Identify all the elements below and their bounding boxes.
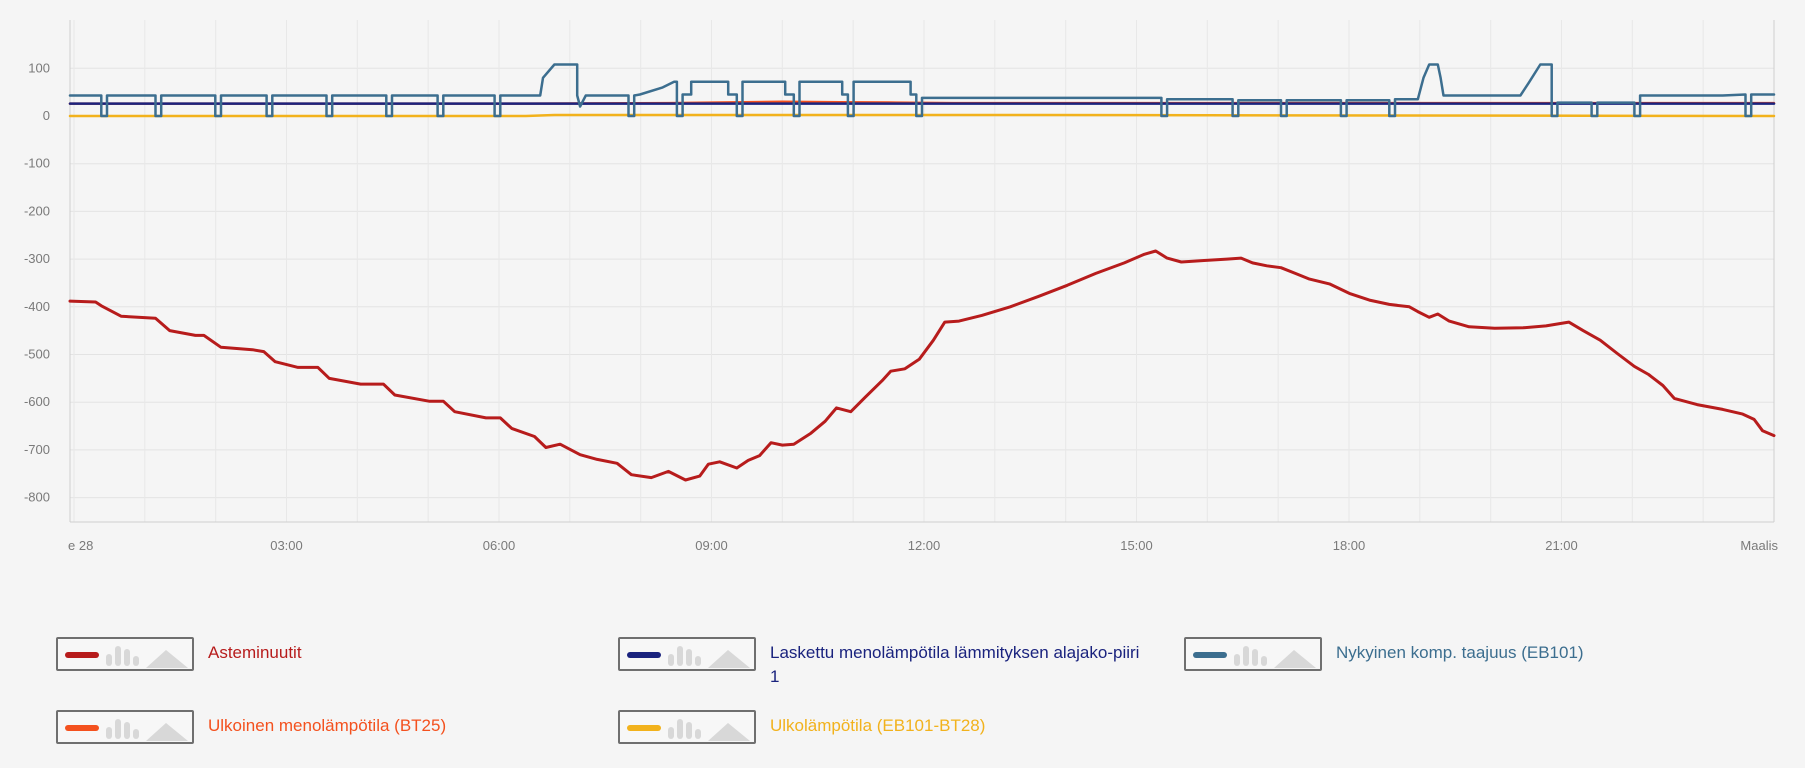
y-tick-label: -800 — [24, 490, 50, 505]
legend-swatch[interactable] — [618, 637, 756, 671]
legend-item-ulkolampotila[interactable]: Ulkolämpötila (EB101-BT28) — [618, 710, 985, 744]
legend-item-laskettu-menolampotila[interactable]: Laskettu menolämpötila lämmityksen alaja… — [618, 637, 1150, 689]
legend-item-asteminuutit[interactable]: Asteminuutit — [56, 637, 302, 671]
bar-series-icon — [668, 646, 704, 666]
bar-series-icon — [106, 646, 142, 666]
bar-series-icon — [106, 719, 142, 739]
bar-series-icon — [1234, 646, 1270, 666]
line-series-icon — [1193, 652, 1227, 658]
area-series-icon — [146, 650, 188, 668]
legend-swatch[interactable] — [618, 710, 756, 744]
legend-swatch[interactable] — [1184, 637, 1322, 671]
y-tick-label: -200 — [24, 203, 50, 218]
legend-label: Nykyinen komp. taajuus (EB101) — [1336, 643, 1584, 662]
series-line-nykyinen-komp-taajuus[interactable] — [68, 63, 1776, 118]
y-tick-label: -600 — [24, 394, 50, 409]
x-tick-label: 21:00 — [1545, 538, 1578, 553]
x-tick-label: 03:00 — [270, 538, 303, 553]
x-tick-label: e 28 — [68, 538, 93, 553]
chart-area: 100 0 -100 -200 -300 -400 -500 -600 -700 -800 e 28… — [0, 0, 1805, 560]
series-line-asteminuutit[interactable] — [68, 249, 1776, 482]
x-tick-label: 18:00 — [1333, 538, 1366, 553]
y-tick-label: 0 — [43, 108, 50, 123]
legend-swatch[interactable] — [56, 710, 194, 744]
legend-label: Ulkoinen menolämpötila (BT25) — [208, 716, 447, 735]
line-series-icon — [65, 652, 99, 658]
legend-label: Laskettu menolämpötila lämmityksen alaja… — [770, 643, 1140, 686]
y-tick-label: -700 — [24, 442, 50, 457]
area-series-icon — [708, 650, 750, 668]
line-chart[interactable]: 100 0 -100 -200 -300 -400 -500 -600 -700 -800 e 28… — [0, 0, 1805, 560]
area-series-icon — [1274, 650, 1316, 668]
y-tick-label: -300 — [24, 251, 50, 266]
legend-label: Asteminuutit — [208, 643, 302, 662]
x-tick-label: 09:00 — [695, 538, 728, 553]
bar-series-icon — [668, 719, 704, 739]
x-tick-label: 15:00 — [1120, 538, 1153, 553]
line-series-icon — [627, 652, 661, 658]
y-tick-label: -500 — [24, 347, 50, 362]
x-tick-label: Maalis — [1740, 538, 1778, 553]
y-tick-label: 100 — [28, 60, 50, 75]
legend: Asteminuutit Laskettu menolämpötila lämm… — [0, 620, 1805, 768]
legend-item-ulkoinen-menolampotila[interactable]: Ulkoinen menolämpötila (BT25) — [56, 710, 446, 744]
legend-swatch[interactable] — [56, 637, 194, 671]
x-tick-label: 06:00 — [483, 538, 516, 553]
y-tick-label: -400 — [24, 299, 50, 314]
legend-label: Ulkolämpötila (EB101-BT28) — [770, 716, 986, 735]
x-tick-label: 12:00 — [908, 538, 941, 553]
area-series-icon — [708, 723, 750, 741]
line-series-icon — [627, 725, 661, 731]
y-tick-label: -100 — [24, 156, 50, 171]
line-series-icon — [65, 725, 99, 731]
area-series-icon — [146, 723, 188, 741]
legend-item-nykyinen-komp-taajuus[interactable]: Nykyinen komp. taajuus (EB101) — [1184, 637, 1584, 671]
